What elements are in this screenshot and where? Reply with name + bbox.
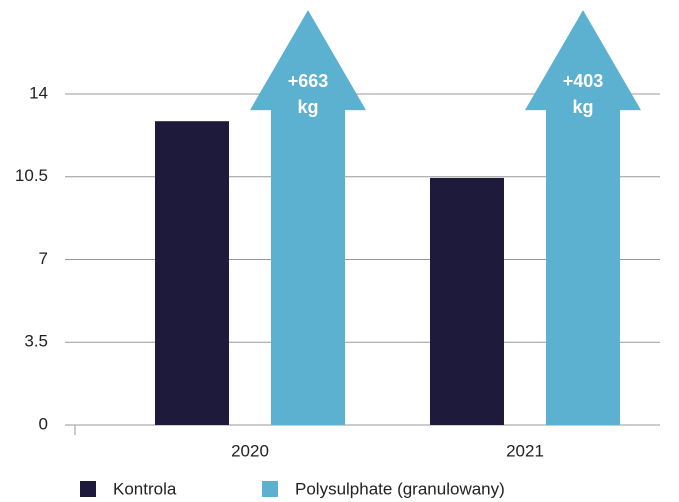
legend-swatch	[80, 481, 96, 497]
y-tick-label: 14	[29, 83, 48, 102]
arrow-bar	[250, 10, 366, 425]
y-tick-label: 3.5	[24, 332, 48, 351]
x-tick-label: 2020	[231, 441, 269, 460]
y-tick-label: 0	[39, 414, 48, 433]
y-tick-label: 10.5	[15, 166, 48, 185]
legend-label: Polysulphate (granulowany)	[295, 479, 505, 498]
legend-label: Kontrola	[113, 479, 177, 498]
legend-swatch	[262, 481, 278, 497]
arrow-bar	[525, 10, 641, 425]
annotation: +403	[563, 71, 604, 91]
y-tick-label: 7	[39, 249, 48, 268]
annotation: kg	[297, 97, 318, 117]
x-tick-label: 2021	[506, 441, 544, 460]
bar	[430, 177, 504, 425]
annotation: +663	[288, 71, 329, 91]
annotation: kg	[572, 97, 593, 117]
bar	[155, 121, 229, 426]
